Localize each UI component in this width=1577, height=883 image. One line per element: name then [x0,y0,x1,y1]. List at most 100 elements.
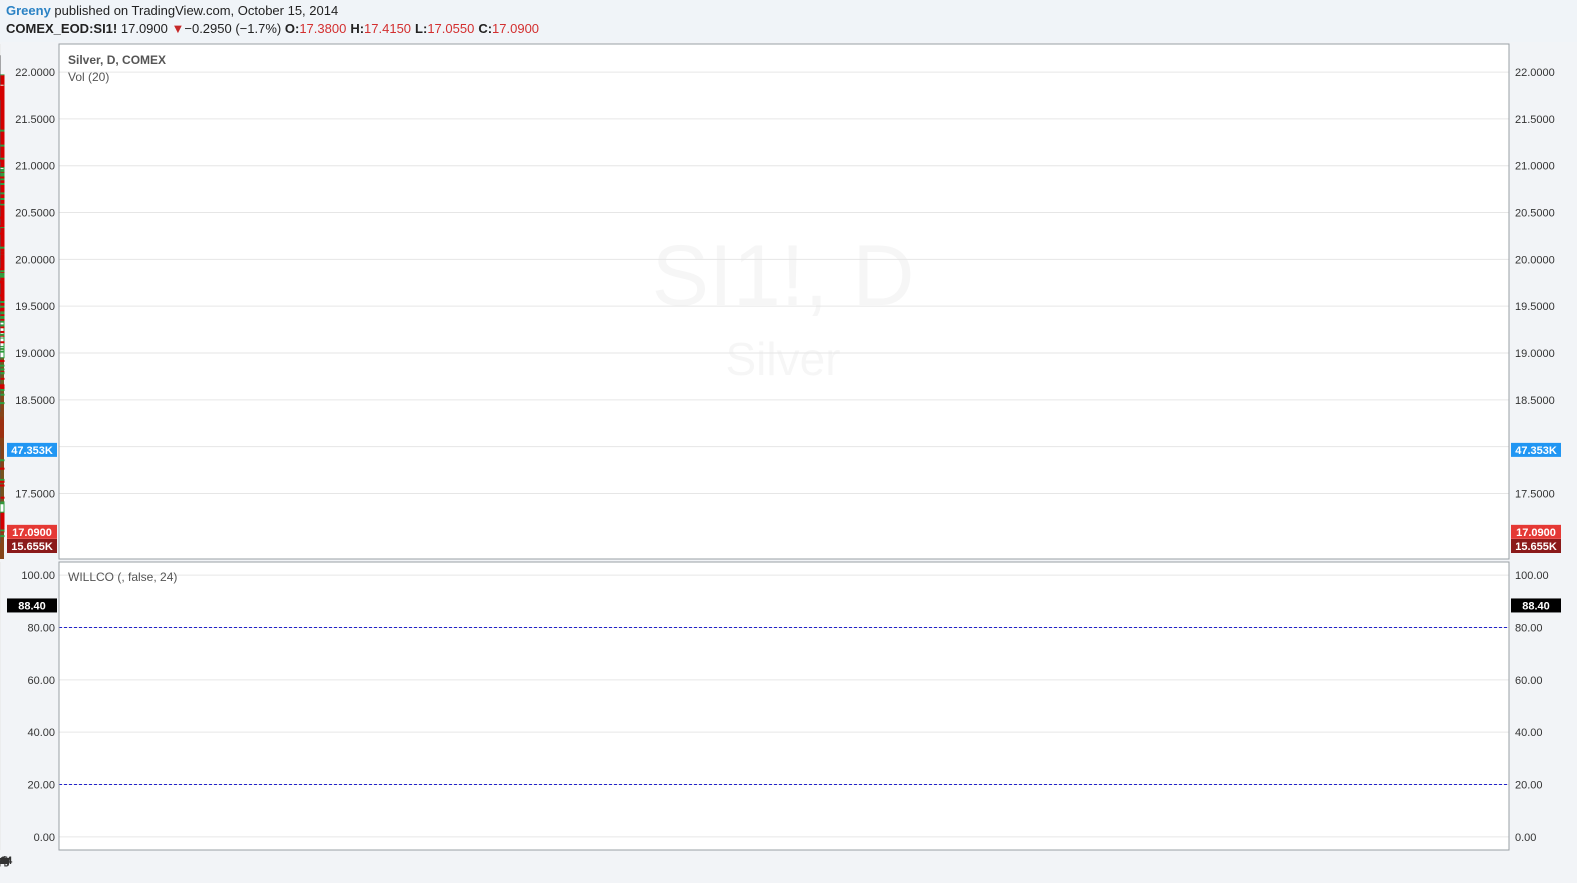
volume-bar [0,422,4,559]
volume-bar [0,407,4,559]
high-value: 17.4150 [364,21,412,36]
volume-ma-badge: 47.353K [11,445,53,457]
volume-bar [0,295,4,559]
candle-body [0,503,5,513]
volume-bar [0,280,4,559]
price-tick-left: 19.0000 [15,348,55,360]
volume-bar [0,419,4,559]
candle-body [0,216,5,219]
volume-bar [0,407,4,559]
volume-bar [0,337,4,559]
candle [0,326,5,353]
volume-bar [0,398,4,559]
volume-bar [0,416,4,559]
willco-tick-left: 80.00 [27,622,55,634]
candle [0,382,5,412]
price-tick-right: 20.0000 [1515,254,1555,266]
volume-bar [0,431,4,559]
volume-bar [0,431,4,559]
candle-body [0,246,5,249]
willco-tick-left: 100.00 [21,570,55,582]
willco-tick-right: 0.00 [1515,832,1536,844]
volume-bar [0,343,4,559]
candle [0,316,5,360]
volume-bar [0,407,4,559]
open-label: O: [284,21,300,36]
volume-bar [0,310,4,559]
candle [0,193,5,215]
candle [0,201,5,235]
candle [0,126,5,179]
willco-bands [59,626,1509,786]
candle [0,384,5,470]
watermark-name: Silver [725,333,840,385]
volume-bar [0,371,4,559]
volume-bar [0,389,4,559]
volume-bar [0,359,4,559]
volume-bar [0,392,4,559]
author-link[interactable]: Greeny [6,3,51,18]
volume-bar [0,334,4,559]
volume-bar [0,340,4,559]
candle-body [0,372,5,375]
volume-bar [0,425,4,559]
time-tick: Sep [0,855,10,867]
volume-bar [0,386,4,559]
open-value: 17.3800 [299,21,347,36]
candle-body [0,192,5,195]
willco-tick-left: 40.00 [27,727,55,739]
volume-bar [0,386,4,559]
volume-ma-badge-bg [7,442,57,457]
volume-bar [0,177,4,559]
candle-body [0,347,5,350]
candles [0,55,5,544]
pane-border [58,561,1510,851]
volume-bar [0,398,4,559]
candle [0,173,5,192]
price-pane-title: Silver, D, COMEX [68,53,166,67]
volume-bar [0,346,4,559]
volume-bar [0,431,4,559]
candle-body [0,359,5,362]
candle-body [0,384,5,387]
volume-bar [0,313,4,559]
willco-badge-bg [1511,598,1561,613]
candle-body [0,168,5,171]
candle [0,189,5,213]
candle-body [0,516,5,528]
volume-bar [0,395,4,559]
change: −0.2950 (−1.7%) [184,21,282,36]
volume-bar [0,422,4,559]
candle [0,260,5,279]
volume-bar [0,389,4,559]
candle [0,498,5,536]
volume-bar [0,319,4,559]
candle [0,313,5,337]
volume-bar [0,398,4,559]
volume-bar [0,416,4,559]
willco-badge: 88.40 [1522,600,1550,612]
volume-bar [0,337,4,559]
volume-bar [0,383,4,559]
price-tick-right: 21.5000 [1515,114,1555,126]
candle [0,308,5,326]
volume-bar [0,419,4,559]
price-tick-left: 20.5000 [15,208,55,220]
volume-bar [0,395,4,559]
candle-body [0,201,5,204]
candle [0,496,5,537]
candle [0,117,5,154]
volume-bar [0,225,4,559]
candle-body [0,157,5,160]
candle [0,491,5,532]
time-tick: Jul [0,855,7,867]
volume-bar [0,422,4,559]
candle-body [0,527,5,530]
candle [0,518,5,539]
candle [0,162,5,193]
candle [0,309,5,330]
price-tick-right: 19.0000 [1515,348,1555,360]
candle-body [0,389,5,392]
candle-body [0,309,5,312]
